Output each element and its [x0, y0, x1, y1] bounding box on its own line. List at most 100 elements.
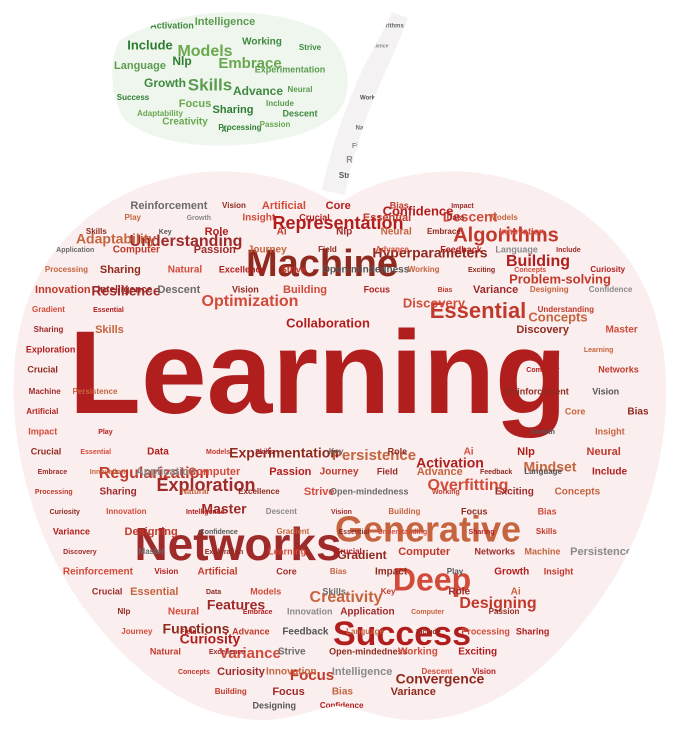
apple-word: Experimentation	[229, 445, 339, 461]
apple-word: Convergence	[396, 671, 485, 687]
apple-word: Strive	[304, 486, 335, 498]
leaf-word: Sharing	[213, 104, 254, 116]
leaf-word: Skills	[188, 75, 232, 94]
apple-word: Open-mindedness	[330, 486, 409, 496]
apple-word: Focus	[461, 506, 488, 516]
apple-word: Bias	[330, 567, 347, 576]
apple-word: Master	[139, 547, 165, 556]
apple-word: Focus	[364, 284, 391, 294]
apple-word: Vision	[472, 667, 496, 676]
apple-word: Networks	[134, 518, 341, 570]
apple-word: Overfitting	[428, 477, 509, 494]
apple-word: Discovery	[63, 549, 97, 556]
apple-word: Ai	[511, 587, 521, 598]
apple-word: Designing	[530, 285, 569, 294]
apple-word: Building	[506, 253, 570, 270]
apple-word: Essential	[430, 298, 527, 323]
leaf-word: Working	[242, 37, 282, 48]
apple-word: Working	[408, 265, 440, 274]
apple-word: Computer	[526, 367, 559, 374]
apple-word: Computer	[188, 466, 241, 478]
apple-word: Learning	[69, 307, 567, 439]
apple-word: Excellence	[209, 649, 245, 656]
apple-word: Adaptability	[76, 231, 156, 247]
apple-word: Innovation	[90, 469, 125, 476]
stem-word: Algorithms	[372, 24, 404, 30]
apple-word: Advance	[232, 626, 270, 636]
apple-word: Crucial	[335, 547, 362, 556]
apple-word: Essential	[339, 529, 370, 536]
apple-word: Hyperparameters	[372, 245, 487, 261]
apple-word: Computer	[113, 245, 160, 256]
apple-word: Intelligence	[186, 509, 225, 516]
leaf-word: Creativity	[162, 117, 208, 128]
apple-word: Processing	[35, 489, 73, 496]
apple-word: Key	[329, 447, 344, 456]
apple-word: Exciting	[495, 487, 534, 498]
apple-word: Master	[201, 501, 247, 517]
apple-word: Embrace	[243, 609, 273, 616]
leaf-word: Include	[127, 37, 173, 52]
apple-word: Strive	[281, 264, 306, 274]
apple-word: Bias	[538, 506, 557, 516]
apple-word: Gradient	[337, 548, 386, 562]
apple-word: Intelligence	[97, 285, 152, 296]
leaf-word: Focus	[179, 98, 211, 110]
leaf-shape	[112, 12, 348, 146]
stem-word: Strive	[339, 171, 362, 180]
apple-word: Algorithms	[453, 224, 559, 246]
apple-word: Strive	[278, 647, 306, 658]
apple-word: Impact	[28, 426, 57, 436]
apple-word: Reinforcement	[63, 567, 134, 578]
apple-word: Concepts	[178, 669, 210, 676]
apple-word: Embrace	[38, 469, 68, 476]
apple-word: Innovation	[499, 226, 545, 236]
apple-word: Generative	[335, 509, 521, 550]
apple-word: Advance	[417, 466, 463, 478]
apple-word: Core	[565, 406, 586, 416]
apple-word: Language	[524, 467, 562, 476]
apple-word: Ai	[464, 447, 474, 458]
leaf-word: Advance	[233, 84, 283, 98]
apple-word: Open-mindedness	[329, 646, 408, 656]
apple-word: Vision	[232, 284, 259, 294]
apple-word: Journey	[121, 627, 153, 636]
apple-word: Ai	[277, 227, 287, 238]
apple-word: Models	[490, 213, 518, 222]
apple-word: Exploration	[156, 475, 255, 495]
apple-word: Growth	[530, 429, 555, 436]
apple-word: Confidence	[589, 285, 633, 294]
apple-word: Data	[206, 589, 221, 596]
apple-word: Processing	[45, 265, 88, 274]
apple-word: Field	[318, 245, 337, 254]
apple-word: Gradient	[276, 527, 309, 536]
apple-word: Learning	[584, 347, 614, 354]
apple-word: Exciting	[468, 267, 495, 274]
apple-word: Field	[180, 629, 196, 636]
apple-word: Confidence	[320, 701, 364, 710]
leaf-word: Embrace	[218, 55, 281, 72]
apple-word: Sharing	[516, 626, 550, 636]
apple-word: Variance	[391, 686, 436, 698]
apple-word: Bias	[332, 687, 354, 698]
apple-word: Curiosity	[590, 265, 625, 274]
apple-word: Essential	[93, 307, 124, 314]
apple-word: Vision	[222, 201, 246, 210]
apple-word: Focus	[272, 686, 304, 698]
apple-word: Crucial	[92, 586, 123, 596]
apple-word: Focus	[290, 667, 334, 684]
stem-word: Field	[352, 143, 368, 150]
apple-word: Networks	[474, 546, 515, 556]
apple-word: Sharing	[34, 325, 64, 334]
stem-word: Natural	[356, 126, 377, 132]
apple-word: Application	[136, 466, 196, 478]
apple-word: Skills	[322, 586, 346, 596]
apple-word: Persistence	[72, 387, 117, 396]
apple-word: Key	[381, 587, 396, 596]
apple-word: Sharing	[100, 264, 141, 276]
apple-word: Skills	[86, 227, 107, 236]
apple-word: Exploration	[26, 344, 76, 354]
apple-word: Essential	[363, 212, 411, 224]
apple-word: Processing	[461, 626, 510, 636]
apple-word: Key	[159, 229, 172, 236]
